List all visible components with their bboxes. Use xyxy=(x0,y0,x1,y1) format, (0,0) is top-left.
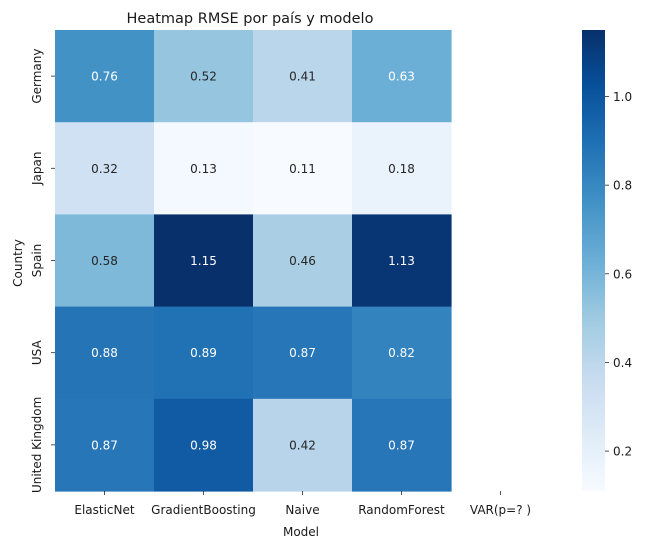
cell-value-label: 0.82 xyxy=(388,346,415,360)
heatmap-cell xyxy=(352,122,452,215)
heatmap-cell xyxy=(55,398,155,492)
cell-value-label: 0.46 xyxy=(289,254,316,268)
heatmap-cell xyxy=(253,214,353,308)
cell-value-label: 0.89 xyxy=(190,346,217,360)
x-axis-label: Model xyxy=(283,525,319,539)
cell-value-label: 0.76 xyxy=(91,70,118,84)
cell-value-label: 0.13 xyxy=(190,162,217,176)
colorbar-tick-label: 0.2 xyxy=(613,445,632,459)
y-tick-label: Japan xyxy=(30,152,44,186)
cell-value-label: 0.18 xyxy=(388,162,415,176)
cell-value-label: 0.42 xyxy=(289,438,316,452)
heatmap-cell xyxy=(55,122,155,215)
cell-value-label: 0.63 xyxy=(388,70,415,84)
x-tick-label: ElasticNet xyxy=(74,503,135,517)
heatmap-cell xyxy=(154,398,254,492)
cell-value-label: 0.52 xyxy=(190,70,217,84)
y-tick-label: United Kingdom xyxy=(30,397,44,493)
heatmap-cell xyxy=(154,122,254,215)
heatmap-cell xyxy=(352,214,452,308)
colorbar-tick-label: 0.6 xyxy=(613,267,632,281)
chart-title: Heatmap RMSE por país y modelo xyxy=(127,11,374,27)
cell-value-label: 1.13 xyxy=(388,254,415,268)
cell-value-label: 0.87 xyxy=(289,346,316,360)
cell-value-label: 0.32 xyxy=(91,162,118,176)
heatmap-cell xyxy=(253,306,353,400)
x-tick-label: VAR(p=? ) xyxy=(470,503,531,517)
heatmap-cell xyxy=(253,398,353,492)
heatmap-cell xyxy=(55,214,155,308)
heatmap-cell xyxy=(154,30,254,123)
heatmap-cell xyxy=(352,398,452,492)
heatmap-cell xyxy=(352,306,452,400)
x-tick-label: Naive xyxy=(285,503,319,517)
heatmap-cell xyxy=(55,30,155,123)
heatmap-cell xyxy=(352,30,452,123)
heatmap-cell xyxy=(154,214,254,308)
colorbar-tick-label: 0.8 xyxy=(613,179,632,193)
cell-value-label: 0.58 xyxy=(91,254,118,268)
cell-value-label: 0.87 xyxy=(388,438,415,452)
heatmap-cell xyxy=(253,30,353,123)
y-axis-label: Country xyxy=(11,239,25,287)
cell-value-label: 0.88 xyxy=(91,346,118,360)
y-tick-label: Spain xyxy=(30,244,44,278)
cell-value-label: 1.15 xyxy=(190,254,217,268)
colorbar-tick-label: 0.4 xyxy=(613,356,632,370)
heatmap-cell xyxy=(55,306,155,400)
cell-value-label: 0.41 xyxy=(289,70,316,84)
y-tick-label: USA xyxy=(30,339,44,365)
cell-value-label: 0.11 xyxy=(289,162,316,176)
cell-value-label: 0.87 xyxy=(91,438,118,452)
colorbar xyxy=(582,30,605,491)
y-tick-label: Germany xyxy=(30,49,44,104)
colorbar-tick-label: 1.0 xyxy=(613,90,632,104)
x-tick-label: RandomForest xyxy=(358,503,445,517)
x-tick-label: GradientBoosting xyxy=(151,503,256,517)
heatmap-cell xyxy=(154,306,254,400)
heatmap-cell xyxy=(253,122,353,215)
cell-value-label: 0.98 xyxy=(190,438,217,452)
